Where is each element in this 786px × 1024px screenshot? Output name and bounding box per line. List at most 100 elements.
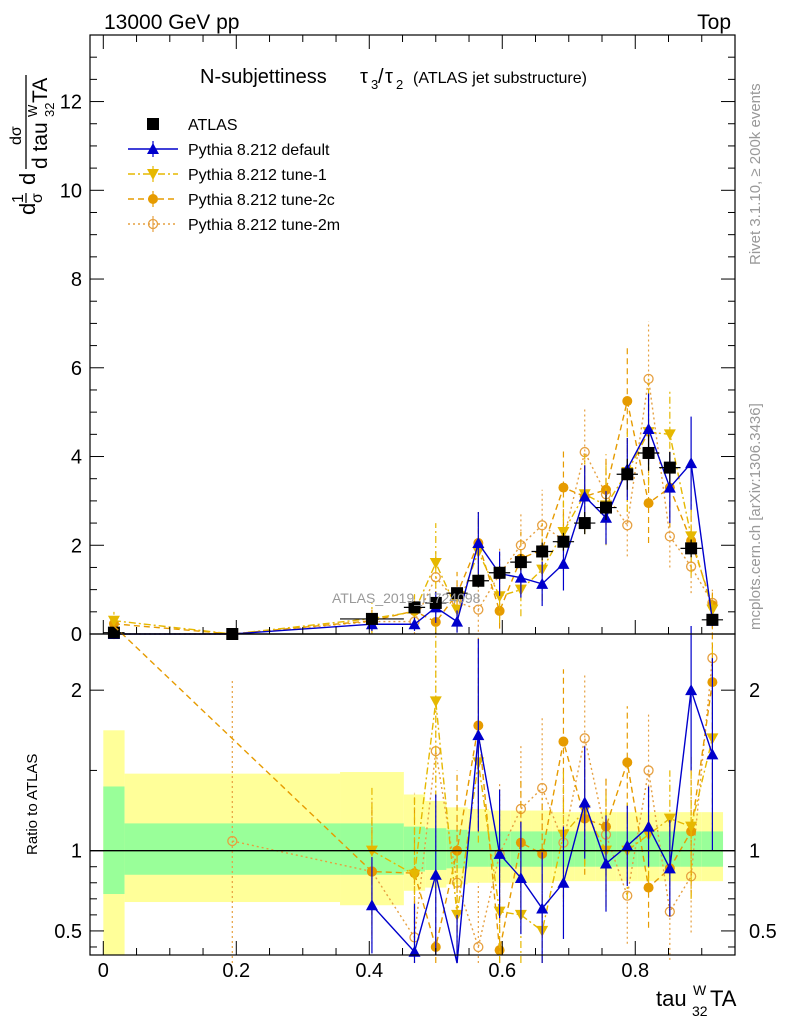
series-line bbox=[113, 427, 714, 635]
y-label-sigma: σ bbox=[29, 193, 46, 203]
data-point bbox=[557, 535, 570, 548]
data-point bbox=[664, 531, 675, 542]
x-label-tail: TA bbox=[710, 986, 737, 1011]
data-point bbox=[622, 396, 633, 407]
data-point bbox=[578, 517, 591, 530]
ratio-series-pythia-8-212-default bbox=[365, 625, 719, 964]
ratio-y-tick-label: 1 bbox=[71, 841, 82, 863]
ratio-point bbox=[408, 869, 421, 881]
legend-marker bbox=[148, 194, 158, 204]
ratio-frame bbox=[89, 633, 736, 956]
ratio-point bbox=[536, 902, 549, 914]
ratio-point bbox=[473, 941, 484, 953]
legend-marker bbox=[147, 143, 159, 154]
title-tau-num: τ bbox=[360, 66, 368, 88]
data-point bbox=[663, 429, 676, 441]
ratio-point bbox=[408, 945, 421, 957]
ratio-point bbox=[429, 868, 442, 880]
data-point bbox=[557, 557, 570, 569]
data-point bbox=[408, 601, 421, 614]
x-label-sub: 32 bbox=[692, 1003, 708, 1019]
legend-label: Pythia 8.212 tune-2c bbox=[188, 192, 335, 209]
y-label-sup: W bbox=[25, 104, 40, 117]
ratio-panel: 0.5 0.5 1 1 2 2 0 0.2 0.4 0.6 0.8 bbox=[54, 625, 777, 982]
uncertainty-band-inner bbox=[103, 786, 125, 895]
y-label-d1: d bbox=[15, 203, 40, 215]
data-point bbox=[558, 482, 569, 493]
y-tick-label: 0 bbox=[71, 624, 82, 646]
legend-item-pythia-8-212-tune-1: Pythia 8.212 tune-1 bbox=[128, 166, 327, 184]
plot-title: N-subjettiness τ 3 / τ 2 (ATLAS jet subs… bbox=[200, 66, 587, 92]
ratio-point bbox=[365, 899, 378, 911]
y-label-d2: d bbox=[15, 173, 40, 185]
ratio-y-tick-label-right: 1 bbox=[749, 841, 760, 863]
x-axis-label: tau W 32 TA bbox=[656, 982, 737, 1019]
data-point bbox=[685, 531, 698, 543]
data-point bbox=[365, 612, 378, 625]
ratio-point bbox=[514, 871, 527, 883]
data-point bbox=[557, 526, 570, 538]
data-point bbox=[408, 618, 421, 630]
ratio-point bbox=[685, 821, 698, 833]
x-tick-label: 0.2 bbox=[222, 960, 250, 982]
data-point bbox=[493, 566, 506, 579]
data-point bbox=[663, 461, 676, 474]
data-point bbox=[643, 498, 654, 509]
ratio-point bbox=[643, 765, 654, 776]
legend-marker bbox=[147, 218, 159, 230]
y-label-dtau: d tau bbox=[29, 122, 52, 169]
data-point bbox=[451, 604, 464, 616]
ratio-point bbox=[600, 857, 612, 869]
title-num-sub: 3 bbox=[371, 77, 378, 92]
ratio-point bbox=[558, 736, 569, 747]
ratio-point bbox=[663, 813, 676, 825]
main-frame bbox=[89, 34, 736, 635]
data-point bbox=[536, 545, 549, 558]
data-point bbox=[107, 626, 120, 639]
ratio-y-tick-label-right: 0.5 bbox=[749, 921, 777, 943]
data-point bbox=[451, 615, 464, 627]
title-sub: (ATLAS jet substructure) bbox=[413, 70, 587, 87]
data-point bbox=[472, 537, 485, 549]
data-point bbox=[514, 571, 527, 583]
mcplots-label: mcplots.cern.ch [arXiv:1306.3436] bbox=[747, 403, 764, 630]
title-slash: / bbox=[378, 66, 384, 88]
legend-marker bbox=[147, 169, 159, 180]
ratio-point bbox=[622, 890, 633, 901]
data-point bbox=[429, 558, 442, 570]
ratio-point bbox=[537, 782, 548, 794]
ratio-point bbox=[227, 835, 238, 847]
ratio-point bbox=[472, 729, 485, 741]
uncertainty-band-inner bbox=[467, 831, 489, 867]
title-main: N-subjettiness bbox=[200, 66, 327, 88]
data-point bbox=[685, 542, 698, 555]
data-point bbox=[642, 423, 655, 435]
data-point bbox=[578, 490, 591, 502]
x-tick-label: 0.6 bbox=[488, 960, 516, 982]
ratio-point bbox=[429, 696, 442, 708]
legend-label: Pythia 8.212 tune-2m bbox=[188, 217, 340, 234]
ratio-point bbox=[706, 748, 719, 760]
ratio-point bbox=[685, 684, 698, 696]
ratio-point bbox=[493, 847, 506, 859]
process-label: 13000 GeV pp bbox=[104, 11, 239, 34]
y-tick-label: 8 bbox=[71, 269, 82, 291]
data-point bbox=[706, 613, 719, 626]
y-label-one: 1 bbox=[10, 194, 27, 203]
rivet-label: Rivet 3.1.10, ≥ 200k events bbox=[747, 83, 764, 265]
ratio-point bbox=[622, 757, 633, 768]
ratio-line bbox=[371, 701, 714, 933]
ratio-point bbox=[557, 876, 570, 888]
x-label-sup: W bbox=[693, 982, 707, 998]
legend-item-atlas: ATLAS bbox=[147, 117, 238, 134]
data-point bbox=[685, 457, 698, 469]
ratio-line bbox=[371, 689, 714, 964]
y-label-tail: TA bbox=[29, 78, 52, 103]
data-point bbox=[621, 468, 634, 481]
y-axis-label-bottom: Ratio to ATLAS bbox=[24, 754, 41, 855]
x-label-main: tau bbox=[656, 986, 687, 1011]
ratio-y-tick-label: 0.5 bbox=[54, 921, 82, 943]
ratio-point bbox=[642, 820, 655, 832]
main-panel: 0 2 4 6 8 10 12 N-subjettiness τ 3 / τ 2 (ATLA… bbox=[60, 34, 736, 646]
